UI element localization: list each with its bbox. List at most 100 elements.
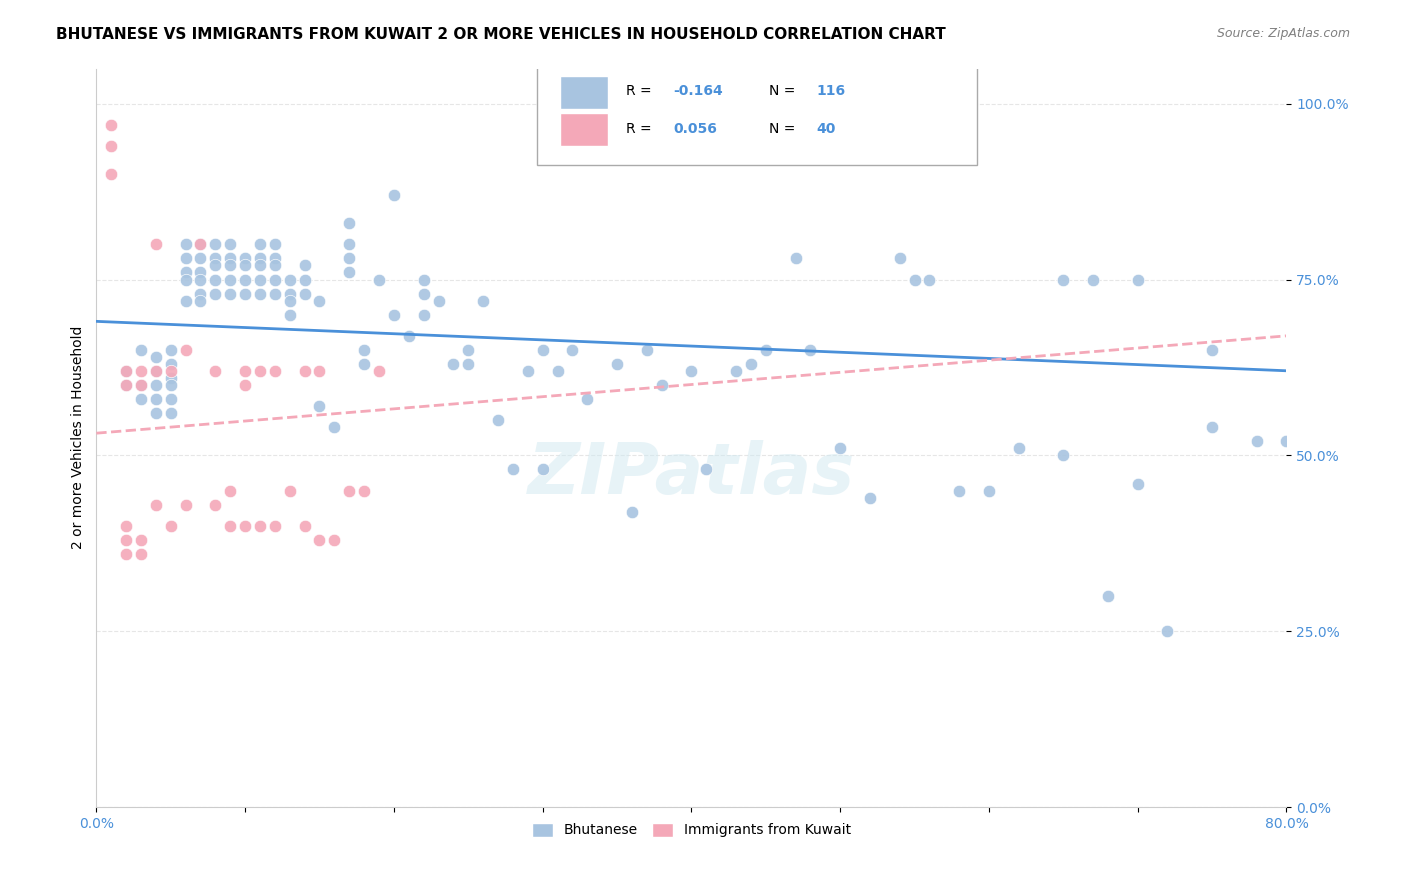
Point	[859, 491, 882, 505]
Text: R =: R =	[626, 85, 657, 98]
Point	[278, 308, 301, 322]
Text: Source: ZipAtlas.com: Source: ZipAtlas.com	[1216, 27, 1350, 40]
Point	[174, 265, 197, 279]
Point	[441, 357, 464, 371]
Text: 40: 40	[817, 122, 835, 136]
Point	[159, 364, 181, 378]
Point	[145, 392, 167, 406]
Point	[115, 364, 138, 378]
Point	[695, 462, 717, 476]
Point	[977, 483, 1000, 498]
Point	[129, 378, 152, 392]
Point	[145, 350, 167, 364]
Point	[100, 118, 122, 132]
Point	[233, 378, 256, 392]
Point	[145, 406, 167, 420]
Point	[249, 237, 271, 252]
Point	[278, 483, 301, 498]
Point	[1275, 434, 1298, 449]
Point	[830, 442, 852, 456]
Point	[531, 343, 554, 357]
Point	[190, 293, 212, 308]
Point	[337, 252, 360, 266]
Point	[219, 237, 242, 252]
Point	[308, 364, 330, 378]
Point	[219, 518, 242, 533]
Point	[174, 272, 197, 286]
Point	[323, 420, 346, 434]
Point	[294, 364, 316, 378]
Point	[219, 259, 242, 273]
FancyBboxPatch shape	[561, 76, 609, 109]
Point	[159, 371, 181, 385]
Point	[263, 252, 285, 266]
Point	[204, 498, 226, 512]
Point	[740, 357, 762, 371]
Point	[159, 518, 181, 533]
Point	[204, 364, 226, 378]
Point	[353, 343, 375, 357]
Point	[918, 272, 941, 286]
Point	[115, 547, 138, 561]
Point	[263, 259, 285, 273]
Point	[889, 252, 911, 266]
Point	[651, 378, 673, 392]
Point	[190, 265, 212, 279]
Point	[174, 498, 197, 512]
Point	[190, 252, 212, 266]
Point	[1008, 442, 1031, 456]
Point	[755, 343, 778, 357]
Point	[129, 547, 152, 561]
Point	[337, 237, 360, 252]
Point	[1126, 272, 1149, 286]
Point	[115, 533, 138, 547]
Point	[159, 392, 181, 406]
Point	[382, 308, 405, 322]
Point	[412, 308, 434, 322]
Point	[145, 498, 167, 512]
Point	[263, 272, 285, 286]
Point	[115, 364, 138, 378]
Point	[337, 265, 360, 279]
Point	[204, 259, 226, 273]
Point	[204, 237, 226, 252]
Point	[129, 343, 152, 357]
Point	[294, 259, 316, 273]
Text: BHUTANESE VS IMMIGRANTS FROM KUWAIT 2 OR MORE VEHICLES IN HOUSEHOLD CORRELATION : BHUTANESE VS IMMIGRANTS FROM KUWAIT 2 OR…	[56, 27, 946, 42]
Point	[531, 462, 554, 476]
Point	[263, 518, 285, 533]
Point	[427, 293, 450, 308]
Point	[249, 259, 271, 273]
Point	[174, 293, 197, 308]
Point	[204, 272, 226, 286]
Point	[547, 364, 569, 378]
Point	[233, 286, 256, 301]
Point	[233, 364, 256, 378]
Point	[636, 343, 658, 357]
Point	[115, 378, 138, 392]
Point	[486, 413, 509, 427]
Point	[263, 286, 285, 301]
Point	[457, 357, 479, 371]
Point	[174, 237, 197, 252]
Point	[1156, 624, 1178, 639]
Legend: Bhutanese, Immigrants from Kuwait: Bhutanese, Immigrants from Kuwait	[524, 815, 858, 845]
Point	[353, 483, 375, 498]
FancyBboxPatch shape	[561, 112, 609, 146]
Point	[620, 505, 643, 519]
Point	[1052, 272, 1074, 286]
FancyBboxPatch shape	[537, 54, 977, 164]
Point	[1097, 589, 1119, 603]
Point	[263, 364, 285, 378]
Text: N =: N =	[769, 85, 800, 98]
Text: R =: R =	[626, 122, 657, 136]
Point	[249, 286, 271, 301]
Point	[219, 272, 242, 286]
Point	[145, 364, 167, 378]
Text: 0.056: 0.056	[673, 122, 717, 136]
Point	[204, 286, 226, 301]
Point	[1126, 476, 1149, 491]
Point	[115, 518, 138, 533]
Point	[353, 357, 375, 371]
Point	[145, 237, 167, 252]
